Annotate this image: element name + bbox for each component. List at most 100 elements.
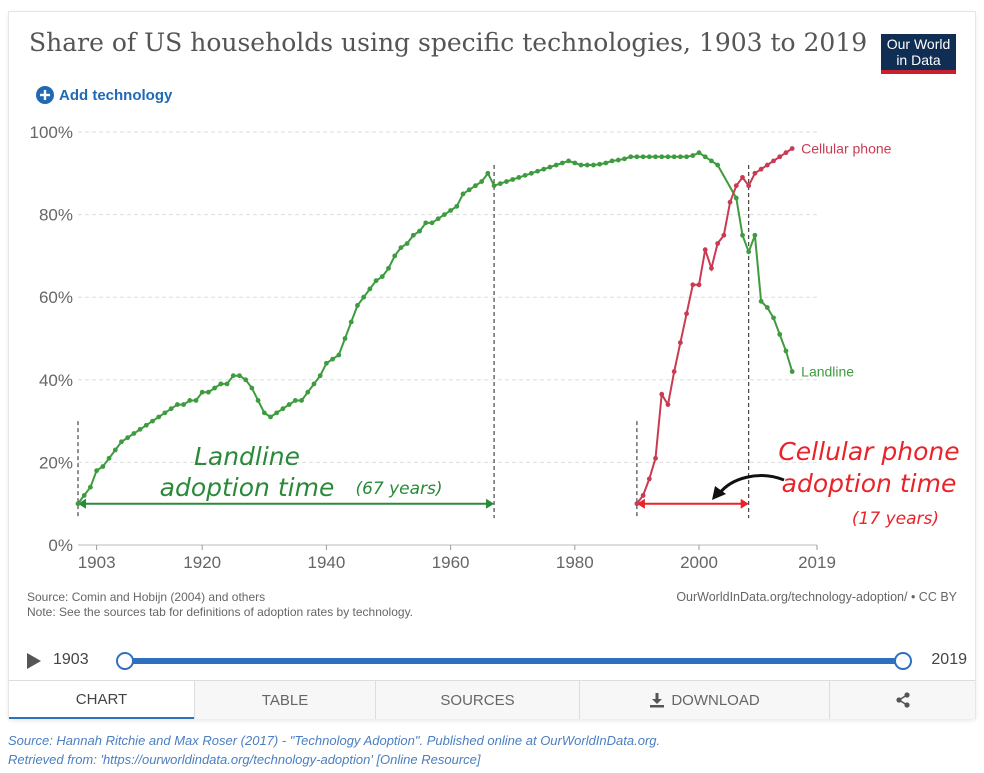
tab-download[interactable]: DOWNLOAD	[579, 681, 829, 719]
footnote-note: Note: See the sources tab for definition…	[27, 605, 414, 619]
x-tick-label: 1903	[78, 553, 116, 572]
data-point	[125, 435, 131, 441]
data-point	[783, 348, 789, 354]
data-point	[659, 154, 665, 160]
data-point	[156, 414, 162, 420]
data-point	[336, 352, 342, 358]
data-point	[752, 170, 758, 176]
curved-arrow	[717, 474, 785, 495]
data-point	[305, 389, 311, 395]
x-tick-label: 2000	[680, 553, 718, 572]
data-point	[237, 373, 242, 379]
x-tick-label: 1940	[307, 553, 345, 572]
data-point	[764, 305, 770, 310]
data-point	[740, 232, 745, 238]
data-point	[348, 319, 354, 325]
data-point	[609, 158, 615, 164]
cell-span-arrow-head-right	[740, 498, 749, 509]
data-point	[131, 431, 137, 436]
data-point	[386, 265, 391, 271]
timeline-start-handle[interactable]	[116, 652, 134, 670]
data-point	[392, 253, 398, 259]
data-point	[274, 410, 280, 416]
y-tick-label: 0%	[48, 536, 73, 555]
data-point	[261, 410, 267, 416]
license-link[interactable]: OurWorldInData.org/technology-adoption/ …	[676, 590, 957, 604]
series-lines	[75, 146, 795, 507]
data-point	[206, 389, 211, 395]
chart-footnote: Source: Comin and Hobijn (2004) and othe…	[27, 590, 413, 620]
series-line-landline	[77, 151, 794, 505]
data-point	[733, 195, 739, 201]
data-point	[622, 156, 627, 162]
timeline-end-handle[interactable]	[894, 652, 912, 670]
data-point	[628, 154, 634, 160]
tab-share[interactable]	[829, 681, 975, 719]
data-point	[684, 311, 689, 317]
data-point	[764, 162, 770, 168]
y-tick-label: 80%	[39, 206, 73, 225]
data-point	[168, 406, 174, 412]
y-axis-ticks: 0% 20% 40% 60% 80% 100%	[30, 123, 73, 555]
data-point	[634, 154, 640, 160]
data-point	[702, 247, 708, 253]
data-point	[286, 402, 292, 407]
x-axis-ticks: 1903 1920 1940 1960 1980 2000 2019	[78, 545, 836, 572]
timeline-track[interactable]	[125, 658, 903, 664]
y-tick-label: 20%	[39, 453, 73, 472]
data-point	[479, 179, 485, 184]
data-point	[777, 154, 783, 160]
data-point	[559, 160, 565, 166]
data-point	[119, 439, 124, 445]
data-point	[665, 402, 671, 407]
annotation-text: Landline adoption time (67 years) Cellul…	[160, 437, 960, 529]
data-point	[584, 162, 590, 168]
data-point	[646, 154, 652, 160]
x-tick-label: 1920	[183, 553, 221, 572]
data-point	[249, 385, 255, 391]
data-point	[367, 286, 373, 292]
owid-logo[interactable]: Our World in Data	[881, 34, 956, 74]
data-point	[181, 402, 186, 407]
source-citation-line2: Retrieved from: 'https://ourworldindata.…	[8, 752, 481, 767]
share-icon	[895, 692, 910, 708]
tab-table[interactable]: TABLE	[194, 681, 375, 719]
series-label: Landline	[801, 364, 854, 380]
data-point	[280, 406, 286, 412]
data-point	[758, 166, 764, 172]
landline-span-arrow-head-right	[486, 498, 495, 509]
data-point	[671, 154, 677, 160]
data-point	[740, 175, 745, 180]
data-point	[566, 158, 571, 164]
data-point	[473, 183, 478, 189]
data-point	[715, 162, 721, 168]
data-point	[789, 369, 795, 374]
series-line-cellular-phone	[636, 147, 793, 505]
timeline-slider[interactable]: 1903 2019	[27, 648, 967, 674]
data-point	[212, 385, 218, 391]
data-point	[702, 154, 708, 160]
tab-chart[interactable]: CHART	[9, 681, 194, 719]
data-point	[106, 455, 112, 461]
curved-arrow-head	[712, 486, 726, 500]
data-point	[243, 377, 249, 383]
data-point	[771, 315, 776, 321]
data-point	[578, 162, 584, 168]
data-point	[441, 212, 447, 218]
cell-annotation-years: (17 years)	[852, 509, 939, 529]
data-point	[355, 303, 360, 308]
tab-sources[interactable]: SOURCES	[375, 681, 579, 719]
play-icon[interactable]	[27, 653, 41, 669]
add-technology-label: Add technology	[59, 86, 173, 104]
data-point	[174, 402, 180, 407]
data-point	[528, 170, 534, 176]
add-technology-button[interactable]: Add technology	[36, 86, 172, 104]
data-point	[491, 183, 497, 189]
landline-span-arrow-head-left	[78, 498, 86, 509]
data-point	[162, 410, 168, 416]
data-point	[150, 418, 155, 424]
data-point	[143, 422, 149, 428]
plus-circle-icon	[36, 86, 54, 104]
data-point	[373, 278, 379, 284]
data-point	[504, 179, 509, 184]
